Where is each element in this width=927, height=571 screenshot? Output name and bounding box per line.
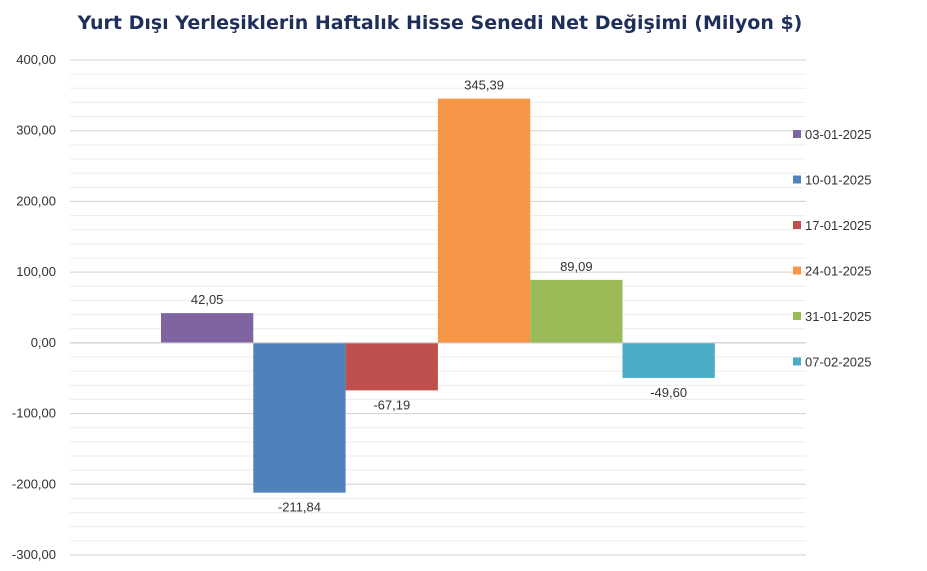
data-label: 345,39	[464, 78, 504, 93]
data-label: -49,60	[650, 385, 687, 400]
data-label: 42,05	[191, 292, 224, 307]
legend-label: 24-01-2025	[805, 264, 872, 279]
bar-03-01-2025	[161, 313, 254, 343]
legend-swatch	[793, 175, 801, 184]
bar-07-02-2025	[622, 342, 715, 378]
bar-17-01-2025	[345, 342, 438, 391]
bar-10-01-2025	[253, 342, 346, 493]
legend-label: 31-01-2025	[805, 309, 872, 324]
y-tick-label: 400,00	[16, 52, 56, 67]
legend-swatch	[793, 266, 801, 275]
y-tick-label: 100,00	[16, 264, 56, 279]
y-tick-label: -200,00	[12, 476, 56, 491]
legend-label: 07-02-2025	[805, 355, 872, 370]
legend-swatch	[793, 357, 801, 366]
bar-31-01-2025	[530, 279, 623, 343]
data-label: -211,84	[278, 500, 321, 515]
data-label: -67,19	[373, 397, 410, 412]
y-tick-label: -300,00	[12, 547, 56, 562]
data-label: 89,09	[560, 259, 593, 274]
legend-swatch	[793, 130, 801, 138]
legend-label: 17-01-2025	[805, 218, 872, 233]
y-tick-label: 300,00	[16, 123, 56, 138]
y-tick-label: 0,00	[31, 335, 56, 350]
y-tick-label: 200,00	[16, 193, 56, 208]
y-tick-label: -100,00	[12, 406, 56, 421]
legend-label: 03-01-2025	[805, 127, 872, 142]
legend-swatch	[793, 312, 801, 320]
legend-label: 10-01-2025	[805, 173, 872, 188]
bar-24-01-2025	[437, 98, 531, 343]
legend-swatch	[793, 221, 801, 229]
chart-title: Yurt Dışı Yerleşiklerin Haftalık Hisse S…	[77, 12, 803, 34]
